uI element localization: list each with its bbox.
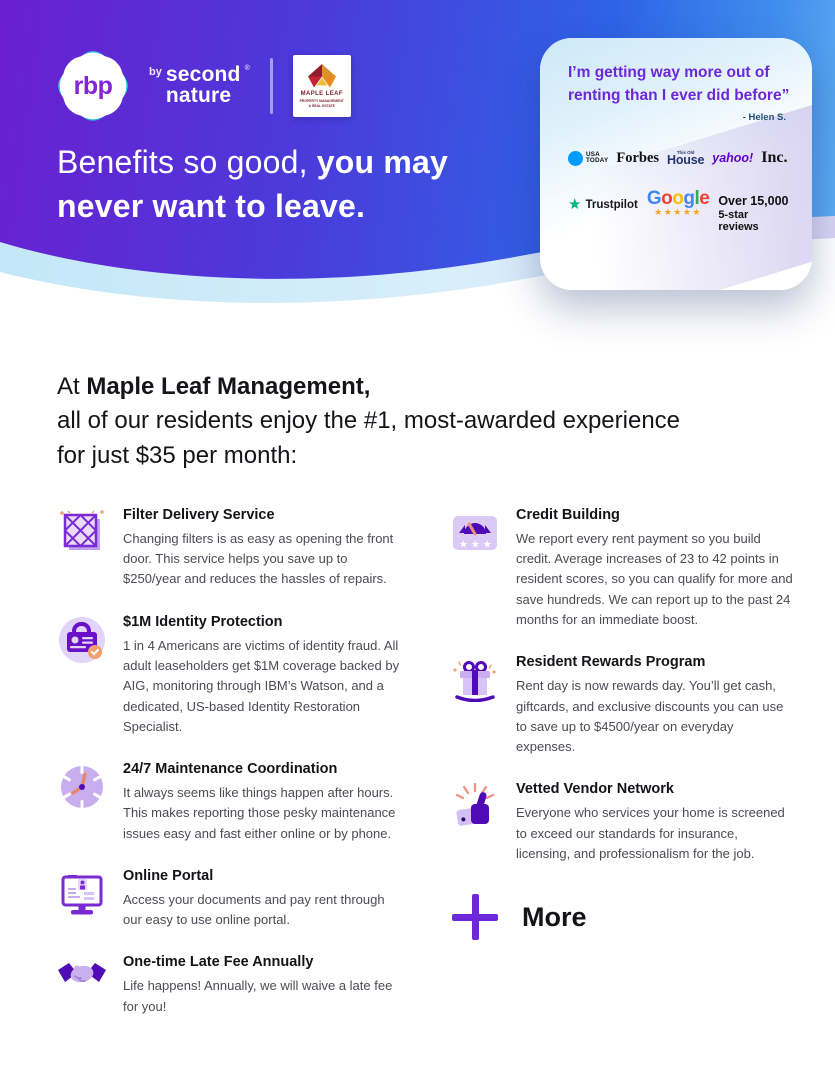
maple-leaf-house-icon — [307, 64, 336, 88]
press-logos-row: USA TODAY Forbes This Old House yahoo! I… — [568, 149, 790, 167]
intro-brand-name: Maple Leaf Management, — [86, 373, 371, 400]
benefit-description: 1 in 4 Americans are victims of identity… — [123, 637, 400, 734]
benefit-online-portal: Online Portal Access your documents and … — [57, 868, 402, 931]
benefit-title: Vetted Vendor Network — [516, 781, 674, 798]
headline-light: Benefits so good, — [57, 144, 308, 180]
benefit-credit-building: ★★★ Credit Building We report every rent… — [450, 507, 795, 630]
rbp-wordmark: rbp — [73, 71, 113, 100]
benefits-column-left: Filter Delivery Service Changing filters… — [57, 507, 402, 1041]
benefit-identity-protection: $1M Identity Protection 1 in 4 Americans… — [57, 614, 402, 737]
benefit-late-fee: One-time Late Fee Annually Life happens!… — [57, 954, 402, 1017]
benefit-vendor-network: Vetted Vendor Network Everyone who servi… — [450, 781, 795, 864]
handshake-icon — [58, 963, 106, 983]
benefit-description: Everyone who services your home is scree… — [516, 805, 785, 861]
google-reviews-logo: Google ★★★★★ — [646, 188, 710, 218]
benefit-title: Online Portal — [123, 867, 214, 884]
benefit-description: We report every rent payment so you buil… — [516, 530, 793, 627]
trustpilot-star-icon: ★ — [568, 196, 582, 214]
headline-bold-1: you may — [316, 144, 449, 180]
intro-heading: At Maple Leaf Management, all of our res… — [57, 373, 681, 469]
benefits-section: Filter Delivery Service Changing filters… — [57, 507, 835, 1041]
hero-headline: Benefits so good, you may never want to … — [57, 140, 557, 228]
benefit-maintenance: 24/7 Maintenance Coordination It always … — [57, 761, 402, 844]
reviews-row: ★ Trustpilot Google ★★★★★ Over 15,000 5-… — [568, 188, 790, 234]
second-nature-logo: by second nature ® — [149, 63, 250, 107]
benefit-description: Rent day is now rewards day. You’ll get … — [516, 678, 784, 755]
this-old-house-logo: This Old House — [667, 149, 705, 167]
thumbs-up-icon — [455, 783, 495, 827]
benefit-title: 24/7 Maintenance Coordination — [123, 761, 338, 778]
headline-bold-2: never want to leave. — [57, 188, 366, 225]
rbp-logo: rbp — [50, 43, 136, 129]
forbes-logo: Forbes — [616, 149, 660, 166]
clock-icon — [61, 765, 103, 810]
benefit-title: Filter Delivery Service — [123, 506, 275, 523]
review-count: Over 15,000 5-star reviews — [718, 194, 789, 234]
second-nature-wordmark: second nature — [165, 63, 241, 107]
maple-leaf-tagline: PROPERTY MANAGEMENT & REAL ESTATE — [299, 99, 344, 108]
benefit-description: Changing filters is as easy as opening t… — [123, 530, 394, 587]
brand-row: rbp by second nature ® MAPLE LEAF PROPER… — [50, 43, 351, 129]
inc-logo: Inc. — [761, 149, 788, 167]
credit-gauge-icon: ★★★ — [453, 515, 497, 550]
yahoo-logo: yahoo! — [712, 151, 754, 166]
usa-today-circle-icon — [568, 150, 583, 166]
testimonial-attribution: - Helen S. — [742, 112, 786, 124]
gauge-stars-icon: ★★★ — [459, 539, 495, 550]
registered-mark: ® — [244, 65, 250, 73]
testimonial-card: I’m getting way more out of renting than… — [540, 38, 812, 290]
testimonial-quote: I’m getting way more out of renting than… — [568, 64, 790, 104]
more-label: More — [522, 901, 587, 932]
benefit-description: Access your documents and pay rent throu… — [123, 891, 385, 928]
benefit-rewards: Resident Rewards Program Rent day is now… — [450, 654, 795, 757]
more-benefits: More — [450, 894, 795, 941]
benefit-filter-delivery: Filter Delivery Service Changing filters… — [57, 507, 402, 590]
gift-icon — [453, 661, 496, 703]
benefit-description: It always seems like things happen after… — [123, 785, 396, 841]
google-stars-icon: ★★★★★ — [654, 207, 702, 218]
usa-today-logo: USA TODAY — [568, 150, 608, 166]
trustpilot-logo: ★ Trustpilot — [568, 196, 638, 214]
benefit-title: Resident Rewards Program — [516, 654, 706, 671]
identity-card-icon — [59, 616, 105, 663]
benefit-title: $1M Identity Protection — [123, 613, 283, 630]
by-label: by — [149, 66, 162, 79]
maple-leaf-logo: MAPLE LEAF PROPERTY MANAGEMENT & REAL ES… — [292, 55, 351, 117]
plus-icon — [452, 894, 498, 941]
benefit-description: Life happens! Annually, we will waive a … — [123, 978, 393, 1014]
benefits-column-right: ★★★ Credit Building We report every rent… — [450, 507, 795, 1041]
logo-divider — [269, 58, 273, 114]
hero-banner: rbp by second nature ® MAPLE LEAF PROPER… — [0, 0, 835, 340]
benefit-title: One-time Late Fee Annually — [123, 954, 314, 971]
benefit-title: Credit Building — [516, 506, 620, 523]
maple-leaf-wordmark: MAPLE LEAF — [300, 91, 343, 98]
air-filter-icon — [60, 510, 104, 550]
monitor-icon — [61, 874, 103, 915]
